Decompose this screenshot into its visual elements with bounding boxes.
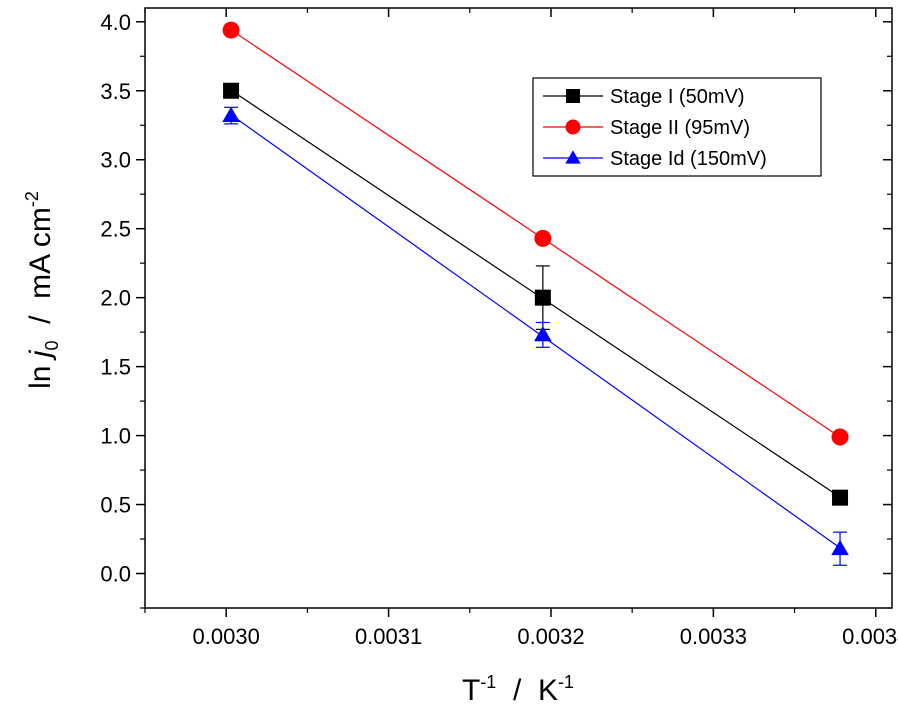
x-tick-label: 0.0033 xyxy=(680,624,747,649)
y-tick-label: 4.0 xyxy=(100,10,131,35)
data-point-square xyxy=(534,289,551,306)
y-tick-label: 1.0 xyxy=(100,424,131,449)
y-tick-label: 0.5 xyxy=(100,493,131,518)
y-tick-label: 2.5 xyxy=(100,217,131,242)
y-tick-label: 0.0 xyxy=(100,562,131,587)
data-point-square xyxy=(832,489,849,506)
series-2 xyxy=(222,21,849,446)
data-point-circle xyxy=(831,428,849,446)
y-axis-ticks: 0.0 0.5 1.0 1.5 2.0 2.5 3.0 3.5 4.0 xyxy=(100,10,892,609)
data-point-square xyxy=(566,89,580,103)
y-tick-label: 1.5 xyxy=(100,355,131,380)
x-tick-label: 0.0034 xyxy=(842,624,898,649)
legend-label: Stage Id (150mV) xyxy=(610,148,767,170)
y-tick-label: 3.5 xyxy=(100,79,131,104)
y-tick-label: 3.0 xyxy=(100,148,131,173)
data-point-triangle xyxy=(222,106,240,122)
fit-line xyxy=(230,29,841,438)
legend-item: Stage Id (150mV) xyxy=(543,148,767,170)
x-tick-label: 0.0032 xyxy=(517,624,584,649)
y-tick-label: 2.0 xyxy=(100,286,131,311)
x-axis-ticks: 0.0030 0.0031 0.0032 0.0033 0.0034 xyxy=(144,8,898,649)
x-axis-title: T-1 / K-1 xyxy=(462,672,574,707)
series-layer xyxy=(222,21,849,566)
y-axis-title: ln j0 / mA cm-2 xyxy=(22,191,62,389)
data-point-square xyxy=(223,82,240,99)
data-point-circle xyxy=(565,119,581,135)
data-point-circle xyxy=(534,229,552,247)
data-point-triangle xyxy=(831,539,849,556)
data-point-triangle xyxy=(565,150,581,164)
series-1 xyxy=(223,82,849,506)
legend-label: Stage II (95mV) xyxy=(610,117,750,139)
data-point-triangle xyxy=(534,326,552,342)
x-tick-label: 0.0030 xyxy=(193,624,260,649)
data-point-circle xyxy=(222,21,240,39)
axes-frame xyxy=(144,7,893,609)
legend-item: Stage II (95mV) xyxy=(543,117,750,139)
series-3 xyxy=(222,106,849,566)
legend-item: Stage I (50mV) xyxy=(543,86,745,108)
legend: Stage I (50mV) Stage II (95mV) Stage Id (1… xyxy=(532,77,822,177)
plot-frame xyxy=(144,7,893,609)
fit-line xyxy=(230,114,841,549)
x-tick-label: 0.0031 xyxy=(355,624,422,649)
legend-label: Stage I (50mV) xyxy=(610,86,745,108)
